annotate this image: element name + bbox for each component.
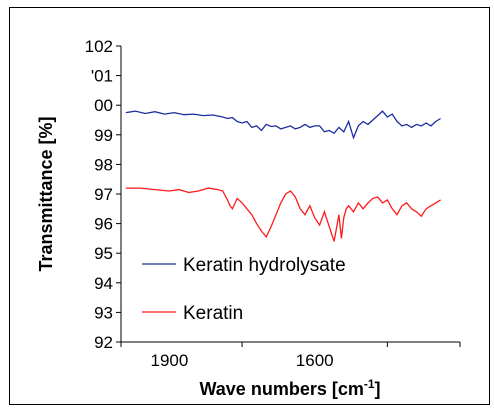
series-line-keratin-hydrolysate	[125, 110, 441, 140]
y-tick-label: 00	[94, 96, 113, 115]
legend-label-keratin: Keratin	[183, 303, 243, 324]
x-axis-title-main: Wave numbers [cm	[199, 379, 363, 399]
y-tick-label: 93	[94, 303, 113, 322]
y-tick-label: 94	[94, 274, 113, 293]
y-tick-label: 92	[94, 333, 113, 352]
legend-label-keratin-hydrolysate: Keratin hydrolysate	[183, 255, 346, 276]
axes: 102 '01 00 99 98 97 96 95 94 93 92 1900 1600	[85, 37, 461, 370]
series-layer	[125, 110, 441, 242]
x-axis-title: Wave numbers [cm-1]	[199, 377, 380, 399]
legend: Keratin hydrolysate Keratin	[142, 255, 346, 324]
x-tick-label: 1900	[151, 351, 189, 370]
x-tick-label: 1600	[296, 351, 334, 370]
x-axis-title-superscript: -1	[364, 377, 375, 391]
y-axis-title: Transmittance [%]	[36, 116, 56, 271]
y-tick-label: 99	[94, 126, 113, 145]
y-tick-label: 95	[94, 244, 113, 263]
y-tick-label: 96	[94, 215, 113, 234]
x-axis-title-end: ]	[375, 379, 381, 399]
series-line-keratin	[125, 187, 441, 242]
y-tick-label: '01	[91, 67, 113, 86]
y-tick-label: 98	[94, 155, 113, 174]
y-tick-label: 97	[94, 185, 113, 204]
y-tick-label: 102	[85, 37, 113, 56]
